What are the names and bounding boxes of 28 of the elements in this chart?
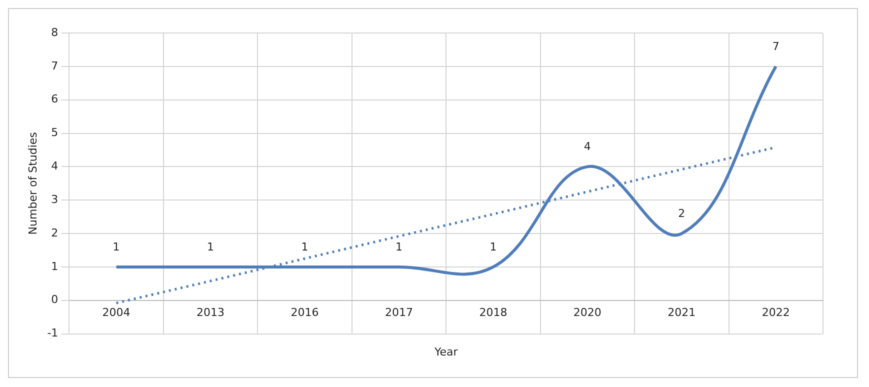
data-label: 2	[678, 206, 686, 220]
data-label: 1	[112, 240, 120, 254]
x-tick-label: 2018	[479, 306, 508, 319]
x-tick-label: 2020	[573, 306, 602, 319]
x-tick-label: 2004	[102, 306, 130, 319]
y-tick-label: 1	[51, 260, 58, 273]
x-tick-label: 2013	[196, 306, 225, 319]
data-label: 4	[584, 140, 591, 154]
x-tick-label: 2022	[762, 306, 790, 319]
y-tick-label: 5	[51, 126, 58, 140]
y-tick-label: 3	[51, 192, 58, 206]
y-tick-label: 8	[51, 26, 58, 39]
data-label: 1	[207, 240, 214, 254]
x-axis-title: Year	[433, 345, 458, 358]
x-tick-label: 2017	[384, 306, 413, 319]
y-axis-title: Number of Studies	[26, 132, 40, 235]
x-tick-label: 2021	[668, 306, 696, 319]
data-label: 7	[772, 40, 780, 53]
data-label: 1	[395, 240, 402, 254]
data-label: 1	[301, 240, 308, 254]
y-tick-label: 7	[51, 59, 58, 72]
y-tick-label: 2	[51, 226, 58, 240]
y-tick-label: 6	[51, 92, 58, 106]
y-tick-label: 4	[51, 160, 58, 173]
x-tick-label: 2016	[290, 306, 319, 319]
data-label: 1	[490, 240, 497, 254]
y-tick-label: 0	[51, 293, 58, 306]
y-tick-label: -1	[47, 326, 58, 340]
